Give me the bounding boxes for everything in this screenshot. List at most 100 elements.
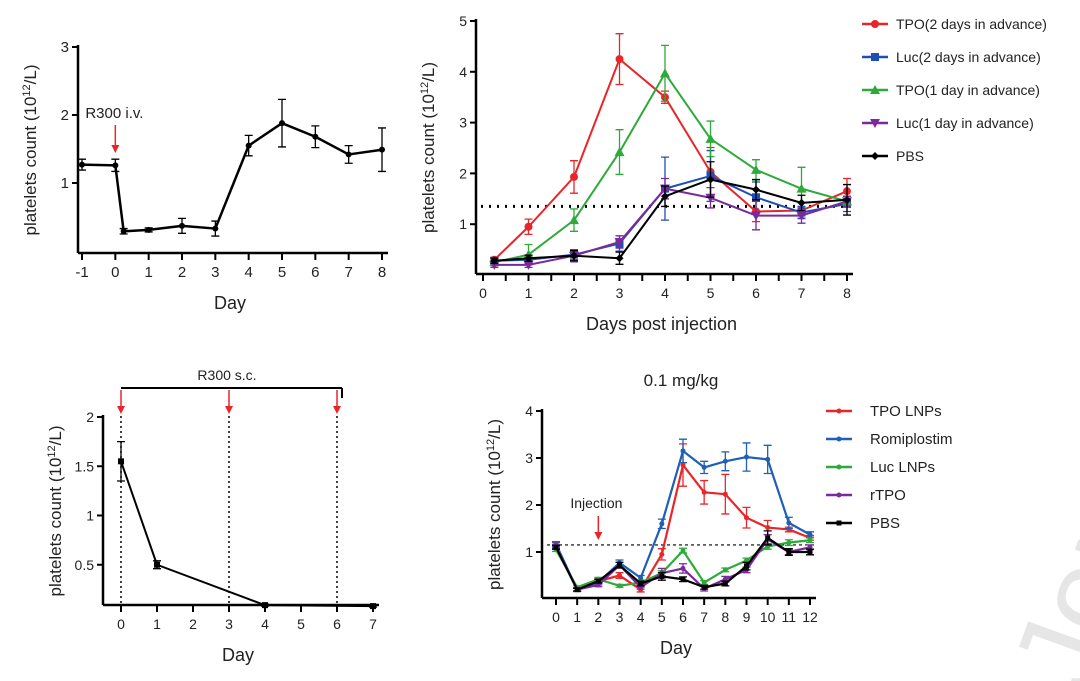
y-tick-label: 3 [61, 39, 69, 56]
circle-marker [245, 142, 252, 149]
red-arrow-head-icon [225, 406, 233, 414]
x-axis-label: Days post injection [586, 314, 737, 334]
circle-marker [617, 573, 622, 578]
circle-marker [786, 540, 792, 546]
circle-marker [638, 575, 644, 581]
legend-item: Luc LNPs [826, 459, 935, 476]
x-tick-label: 1 [153, 616, 161, 632]
y-tick-label: 2 [86, 409, 94, 425]
y-tick-label: 1 [459, 216, 467, 232]
triangle-marker [751, 164, 761, 174]
square-marker [836, 520, 842, 526]
square-marker [370, 603, 376, 610]
annotation-label: R300 s.c. [197, 367, 256, 383]
y-tick-label: 2 [61, 107, 69, 124]
circle-marker [659, 521, 665, 527]
circle-marker [112, 162, 119, 169]
x-tick-label: 4 [261, 616, 269, 632]
x-tick-label: 8 [843, 285, 851, 301]
square-marker [553, 544, 559, 550]
diamond-marker [661, 192, 669, 201]
triangle-down-marker [796, 211, 807, 221]
x-tick-label: 1 [525, 285, 533, 301]
circle-marker [120, 228, 127, 235]
x-tick-label: 6 [333, 616, 341, 632]
circle-marker [345, 151, 352, 158]
circle-marker [871, 20, 879, 28]
circle-marker [615, 55, 624, 64]
square-marker [807, 549, 813, 555]
diamond-marker [871, 152, 879, 160]
diamond-marker [843, 195, 851, 204]
square-marker [659, 573, 665, 579]
legend-item: TPO(2 days in advance) [862, 16, 1047, 32]
red-arrow-head-icon [594, 532, 603, 540]
triangle-down-marker [705, 193, 716, 203]
chart-1: 1 2 3 -1 0 1 2 3 4 5 6 7 8 Day platelets count (1012/L… [21, 39, 388, 313]
x-tick-label: 10 [760, 609, 776, 625]
circle-marker [680, 462, 686, 468]
diamond-marker [615, 254, 624, 263]
circle-marker [570, 172, 578, 181]
circle-marker [744, 515, 749, 521]
x-tick-label: 5 [278, 264, 286, 281]
circle-marker [680, 448, 686, 454]
y-tick-label: 1 [61, 175, 69, 192]
circle-marker [379, 146, 385, 153]
chart-3: 0.5 1 1.5 2 0 1 2 3 4 5 6 7 Day platelets count (1012… [46, 367, 379, 665]
circle-marker [659, 551, 665, 557]
square-marker [595, 578, 601, 584]
square-marker [786, 549, 792, 555]
y-tick-label: 1.5 [75, 458, 95, 474]
y-tick-label: 5 [459, 13, 467, 29]
series-luc-2-days-in-advance- [490, 149, 851, 265]
diamond-marker [570, 251, 578, 260]
x-tick-label: 3 [616, 285, 624, 301]
square-marker [617, 562, 622, 568]
triangle-down-marker [614, 237, 625, 247]
square-marker [765, 535, 771, 541]
triangle-marker [660, 68, 670, 78]
series-line [493, 58, 848, 261]
legend-label: TPO LNPs [870, 403, 942, 420]
y-tick-label: 4 [459, 64, 467, 80]
y-axis-label: platelets count (1012/L) [21, 64, 40, 235]
x-tick-label: 2 [570, 285, 578, 301]
circle-marker [701, 489, 707, 495]
square-marker [574, 587, 580, 593]
circle-marker [212, 225, 219, 232]
legend-label: PBS [896, 148, 924, 164]
y-tick-label: 1 [86, 508, 94, 524]
x-tick-label: 11 [782, 609, 797, 625]
x-tick-label: 7 [700, 609, 708, 625]
legend-label: Luc LNPs [870, 459, 935, 476]
square-marker [118, 458, 124, 465]
circle-marker [312, 133, 319, 140]
y-tick-label: 3 [525, 450, 533, 466]
circle-marker [680, 548, 686, 554]
circle-marker [836, 464, 842, 470]
legend-item: Luc(1 day in advance) [862, 115, 1034, 131]
triangle-marker [614, 147, 625, 157]
square-marker [262, 602, 268, 609]
diamond-marker [706, 175, 715, 184]
circle-marker [279, 120, 285, 127]
x-tick-label: 0 [111, 264, 119, 281]
legend-item: TPO(1 day in advance) [862, 82, 1040, 98]
triangle-marker [523, 249, 534, 259]
circle-marker [701, 464, 707, 470]
x-tick-label: 4 [661, 285, 669, 301]
series-r300-s-c- [117, 440, 377, 610]
x-tick-label: 4 [637, 609, 645, 625]
x-tick-label: 0 [552, 609, 560, 625]
triangle-marker [705, 133, 716, 143]
x-tick-label: 6 [311, 264, 319, 281]
square-marker [680, 576, 686, 582]
circle-marker [179, 222, 185, 229]
circle-marker [145, 226, 152, 233]
square-marker [701, 584, 707, 590]
chart-2: 1 2 3 4 5 0 1 2 3 4 5 6 7 8 Days post injection platele… [419, 13, 1047, 334]
series-pbs [490, 161, 851, 265]
x-tick-label: 7 [344, 264, 352, 281]
